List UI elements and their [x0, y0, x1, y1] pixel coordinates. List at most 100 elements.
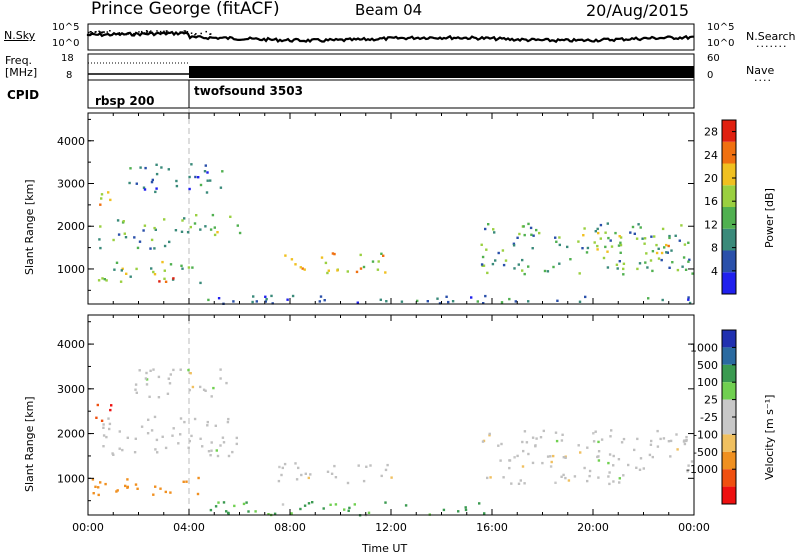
velocity-panel-echo-cell — [531, 461, 535, 465]
power-panel-echo-cell — [585, 251, 589, 254]
power-panel-echo-cell — [186, 231, 190, 234]
power-panel-echo-cell — [158, 280, 161, 283]
power-panel-echo-cell — [174, 229, 178, 232]
power-panel-echoes — [97, 163, 694, 305]
nsky-scatter-dot — [179, 31, 182, 33]
velocity-panel-echo-cell — [219, 444, 222, 447]
velocity-panel-echo-cell — [222, 501, 226, 504]
power-panel-echo-cell — [197, 176, 200, 179]
power-panel-echo-cell — [180, 230, 184, 233]
power-panel-echo-cell — [436, 297, 439, 300]
velocity-panel-echo-cell — [235, 442, 238, 446]
velocity-panel-echo-cell — [164, 490, 167, 494]
velocity-panel-echo-cell — [508, 466, 511, 470]
mode-label-2: twofsound 3503 — [194, 84, 303, 98]
velocity-panel-echo-cell — [669, 439, 673, 443]
nsky-scatter-dot — [184, 30, 187, 32]
power-colorbar-swatch — [722, 272, 736, 294]
velocity-panel-echo-cell — [281, 466, 284, 470]
power-panel-echo-cell — [480, 263, 484, 266]
velocity-panel-echo-cell — [486, 476, 489, 480]
power-panel-echo-cell — [255, 300, 258, 303]
velocity-panel-echo-cell — [97, 486, 100, 489]
velocity-panel-echo-cell — [685, 435, 688, 439]
power-panel-ytick-label: 3000 — [57, 178, 85, 191]
power-panel-echo-cell — [687, 260, 690, 263]
nsky-scatter-dot — [148, 31, 151, 33]
nsky-scatter-dot — [162, 32, 164, 35]
power-panel-echo-cell — [139, 166, 142, 169]
power-panel-echo-cell — [497, 251, 500, 255]
power-panel-echo-cell — [115, 261, 119, 264]
nsky-scatter-dot — [109, 30, 111, 32]
power-panel-echo-cell — [617, 244, 621, 247]
velocity-panel-echo-cell — [150, 429, 154, 432]
power-panel-echo-cell — [181, 267, 184, 270]
velocity-panel-echo-cell — [199, 437, 202, 440]
power-panel-echo-cell — [135, 182, 138, 185]
velocity-panel-echo-cell — [146, 432, 150, 435]
velocity-panel-echo-cell — [488, 432, 491, 436]
nsky-scatter-dot — [146, 32, 148, 34]
nsky-scatter-dot — [156, 30, 158, 32]
velocity-panel-echo-cell — [134, 483, 138, 486]
velocity-panel-echo-cell — [135, 391, 138, 394]
velocity-colorbar-swatch — [722, 364, 736, 383]
power-panel-echo-cell — [190, 163, 193, 166]
power-panel-echo-cell — [291, 294, 295, 298]
velocity-panel-echo-cell — [204, 389, 207, 392]
velocity-panel-echo-cell — [521, 465, 525, 468]
power-panel-echo-cell — [142, 186, 146, 189]
velocity-panel-echo-cell — [202, 388, 206, 391]
velocity-panel-echo-cell — [199, 385, 202, 389]
power-panel-echo-cell — [251, 300, 254, 304]
power-panel-echo-cell — [481, 264, 484, 267]
power-panel-echo-cell — [651, 269, 654, 273]
power-panel-echo-cell — [655, 251, 659, 255]
velocity-panel-echo-cell — [535, 437, 538, 440]
power-panel-echo-cell — [143, 224, 147, 227]
power-panel-echo-cell — [209, 179, 212, 182]
nsky-scatter-dot — [165, 31, 168, 34]
power-panel-echo-cell — [554, 236, 557, 239]
power-panel-echo-cell — [660, 258, 663, 262]
freq-tick-top: 18 — [61, 53, 74, 64]
velocity-panel-echo-cell — [102, 434, 106, 437]
power-panel-echo-cell — [657, 257, 661, 260]
power-panel-echo-cell — [607, 236, 610, 240]
velocity-panel-echo-cell — [523, 430, 527, 433]
velocity-panel-echo-cell — [481, 440, 485, 443]
power-panel-echo-cell — [331, 252, 335, 255]
nsky-scatter-dot — [138, 31, 140, 33]
velocity-panel-echo-cell — [650, 439, 653, 443]
velocity-panel-echo-cell — [649, 443, 653, 446]
velocity-panel-echo-cell — [235, 436, 238, 440]
power-panel-echo-cell — [512, 242, 516, 245]
power-panel-echo-cell — [163, 218, 166, 221]
velocity-panel-echo-cell — [639, 457, 643, 460]
power-panel-echo-cell — [687, 241, 690, 244]
velocity-panel-echo-cell — [326, 470, 330, 473]
velocity-panel-echo-cell — [145, 371, 148, 375]
nsky-scatter-dot — [140, 30, 143, 33]
power-panel-echo-cell — [646, 266, 649, 269]
velocity-panel-echo-cell — [221, 436, 225, 439]
power-panel-echo-cell — [593, 241, 596, 244]
nave-label: Nave — [746, 64, 775, 77]
power-panel-echo-cell — [596, 244, 599, 248]
nsky-scatter-dot — [113, 32, 115, 35]
velocity-panel-ylabel: Slant Range [km] — [23, 396, 36, 492]
nsky-scatter-dot — [186, 32, 188, 35]
power-panel-echo-cell — [163, 269, 166, 272]
velocity-panel-echo-cell — [541, 461, 544, 465]
power-panel-echo-cell — [476, 300, 479, 303]
velocity-panel-echo-cell — [209, 508, 213, 512]
nsky-scatter-dot — [167, 31, 170, 33]
velocity-panel-echo-cell — [662, 437, 666, 440]
time-tick-label: 12:00 — [375, 521, 407, 534]
velocity-panel-echo-cell — [627, 463, 630, 467]
velocity-panel-echo-cell — [210, 441, 213, 444]
power-panel-echo-cell — [107, 191, 110, 194]
velocity-panel-echo-cell — [179, 368, 182, 371]
